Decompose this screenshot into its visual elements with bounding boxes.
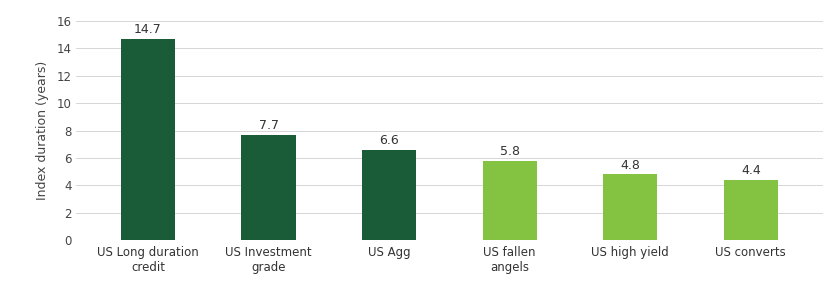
Bar xyxy=(241,135,296,240)
Text: 6.6: 6.6 xyxy=(379,134,399,147)
Bar xyxy=(121,39,175,240)
Text: 4.4: 4.4 xyxy=(741,164,761,177)
Text: 5.8: 5.8 xyxy=(500,145,520,158)
Bar xyxy=(362,150,417,240)
Text: 4.8: 4.8 xyxy=(620,159,640,172)
Y-axis label: Index duration (years): Index duration (years) xyxy=(36,61,50,200)
Bar xyxy=(482,160,537,240)
Text: 14.7: 14.7 xyxy=(134,23,162,36)
Text: 7.7: 7.7 xyxy=(259,119,279,132)
Bar xyxy=(724,180,778,240)
Bar xyxy=(603,174,658,240)
